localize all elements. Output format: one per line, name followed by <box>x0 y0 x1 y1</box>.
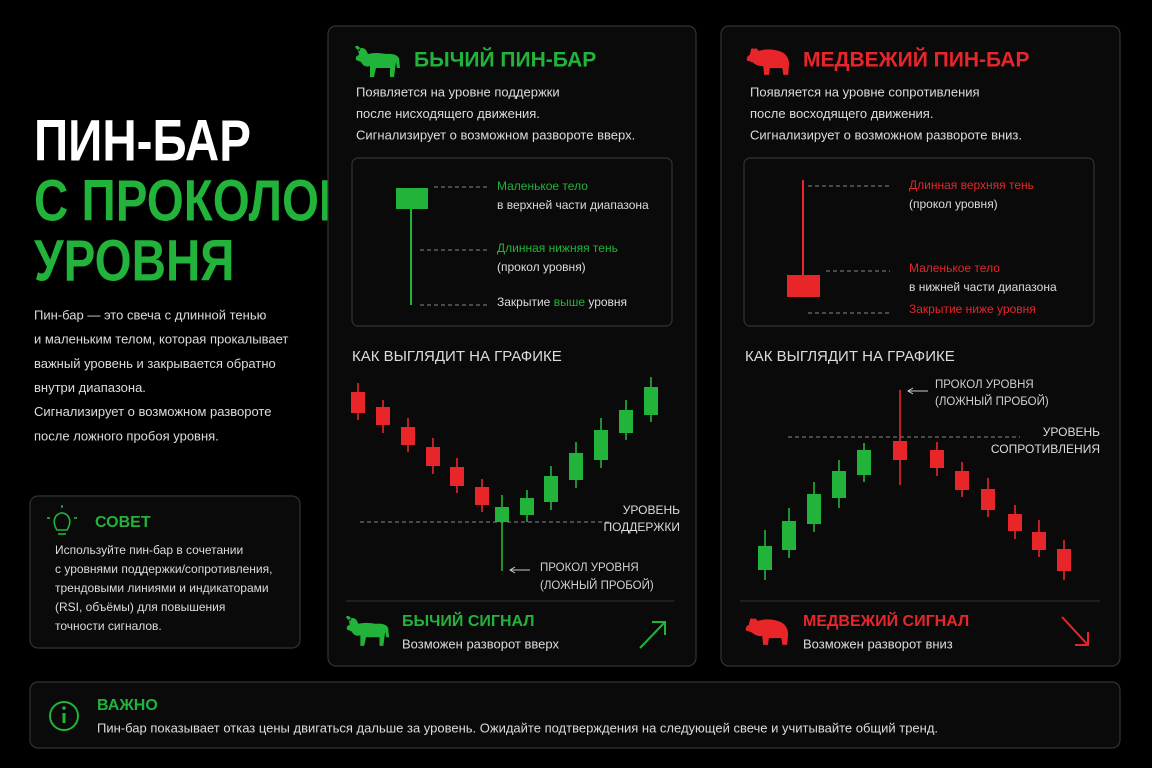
pierce-label: ПРОКОЛ УРОВНЯ <box>540 562 639 574</box>
candle-body <box>1032 532 1046 550</box>
tip-title: СОВЕТ <box>95 514 151 531</box>
candle-body <box>832 471 846 498</box>
candle-body <box>450 467 464 486</box>
pierce-label: (ЛОЖНЫЙ ПРОБОЙ) <box>540 579 654 592</box>
title-line: С ПРОКОЛОМ <box>34 169 359 234</box>
text-line: с уровнями поддержки/сопротивления, <box>55 562 272 576</box>
candle-body <box>893 441 907 460</box>
description: Пин-бар — это свеча с длинной тенью и мал… <box>34 307 288 443</box>
tip-text: Используйте пин-бар в сочетании с уровням… <box>55 543 272 633</box>
bull-diagram <box>351 157 673 327</box>
signal-text: Возможен разворот вверх <box>402 636 559 651</box>
candle-body <box>782 521 796 550</box>
title: ПИН-БАР С ПРОКОЛОМ УРОВНЯ <box>34 109 359 294</box>
text-line: трендовыми линиями и индикаторами <box>55 581 269 595</box>
candle-body <box>644 387 658 415</box>
important-box <box>29 681 1121 749</box>
bear-intro: Появляется на уровне сопротивления после … <box>750 84 1022 142</box>
label-part: выше <box>554 295 586 309</box>
bull-chart <box>351 377 658 571</box>
up-arrow <box>639 621 666 649</box>
text-line: после восходящего движения. <box>750 106 933 121</box>
candle-body <box>376 407 390 425</box>
important-text: Пин-бар показывает отказ цены двигаться … <box>97 720 938 735</box>
info-icon-dot <box>62 706 66 710</box>
info-icon <box>49 701 79 731</box>
down-arrow <box>1061 616 1089 646</box>
label: Длинная верхняя тень <box>909 178 1034 192</box>
candle-body <box>1057 549 1071 571</box>
text-line: Используйте пин-бар в сочетании <box>55 543 243 557</box>
label: в нижней части диапазона <box>909 280 1057 294</box>
tip-box <box>29 495 301 649</box>
candle-body <box>351 392 365 413</box>
candle-body <box>619 410 633 433</box>
info-icon-bar <box>62 713 66 723</box>
bear-chart <box>758 390 1071 580</box>
candle-body <box>981 489 995 510</box>
candle-body <box>401 427 415 445</box>
text-line: (RSI, объёмы) для повышения <box>55 600 225 614</box>
bull-intro: Появляется на уровне поддержки после нисх… <box>356 84 635 142</box>
text-line: и маленьким телом, которая прокалывает <box>34 332 288 347</box>
label: Маленькое тело <box>497 179 588 193</box>
text-line: Появляется на уровне поддержки <box>356 84 560 99</box>
bear-diagram <box>743 157 1095 327</box>
text-line: внутри диапазона. <box>34 380 146 395</box>
signal-title: МЕДВЕЖИЙ СИГНАЛ <box>803 611 969 630</box>
candle-body <box>475 487 489 505</box>
text-line: Сигнализирует о возможном развороте <box>34 404 271 419</box>
text-line: важный уровень и закрывается обратно <box>34 356 276 371</box>
label: в верхней части диапазона <box>497 198 649 212</box>
candle-body <box>857 450 871 475</box>
label: Маленькое тело <box>909 261 1000 275</box>
candle-body <box>426 447 440 466</box>
label-part: уровня <box>585 295 627 309</box>
level-label: ПОДДЕРЖКИ <box>603 520 680 534</box>
bulb-icon <box>47 505 77 535</box>
signal-title: БЫЧИЙ СИГНАЛ <box>402 611 535 630</box>
title-line: ПИН-БАР <box>34 109 251 174</box>
chart-title: КАК ВЫГЛЯДИТ НА ГРАФИКЕ <box>745 348 955 365</box>
signal-text: Возможен разворот вниз <box>803 636 953 651</box>
chart-title: КАК ВЫГЛЯДИТ НА ГРАФИКЕ <box>352 348 562 365</box>
label: Закрытие выше уровня <box>497 295 627 309</box>
candle-body <box>594 430 608 460</box>
label: Длинная нижняя тень <box>497 241 618 255</box>
important-title: ВАЖНО <box>97 697 158 714</box>
pierce-label: ПРОКОЛ УРОВНЯ <box>935 379 1034 391</box>
label: (прокол уровня) <box>909 197 998 211</box>
candle-body <box>787 275 820 297</box>
arrow-head <box>907 387 914 395</box>
text-line: Сигнализирует о возможном развороте ввер… <box>356 127 635 142</box>
bear-title: МЕДВЕЖИЙ ПИН-БАР <box>803 48 1029 72</box>
text-line: Пин-бар — это свеча с длинной тенью <box>34 307 267 322</box>
candle-body <box>930 450 944 468</box>
text-line: Появляется на уровне сопротивления <box>750 84 980 99</box>
candle-body <box>495 507 509 522</box>
label: (прокол уровня) <box>497 260 586 274</box>
level-label: СОПРОТИВЛЕНИЯ <box>991 442 1100 456</box>
candle-body <box>569 453 583 480</box>
candle-body <box>544 476 558 502</box>
arrow-head <box>509 566 516 574</box>
bull-title: БЫЧИЙ ПИН-БАР <box>414 48 596 72</box>
level-label: УРОВЕНЬ <box>1043 425 1100 439</box>
pierce-label: (ЛОЖНЫЙ ПРОБОЙ) <box>935 395 1049 408</box>
level-label: УРОВЕНЬ <box>623 503 680 517</box>
text-line: после нисходящего движения. <box>356 106 540 121</box>
text-line: после ложного пробоя уровня. <box>34 428 219 443</box>
label: Закрытие ниже уровня <box>909 302 1036 316</box>
candle-body <box>758 546 772 570</box>
candle-body <box>807 494 821 524</box>
title-line: УРОВНЯ <box>34 229 234 294</box>
candle-body <box>520 498 534 515</box>
label-part: Закрытие <box>497 295 554 309</box>
text-line: точности сигналов. <box>55 619 162 633</box>
text-line: Сигнализирует о возможном развороте вниз… <box>750 127 1022 142</box>
candle-body <box>396 188 428 209</box>
candle-body <box>955 471 969 490</box>
candle-body <box>1008 514 1022 531</box>
